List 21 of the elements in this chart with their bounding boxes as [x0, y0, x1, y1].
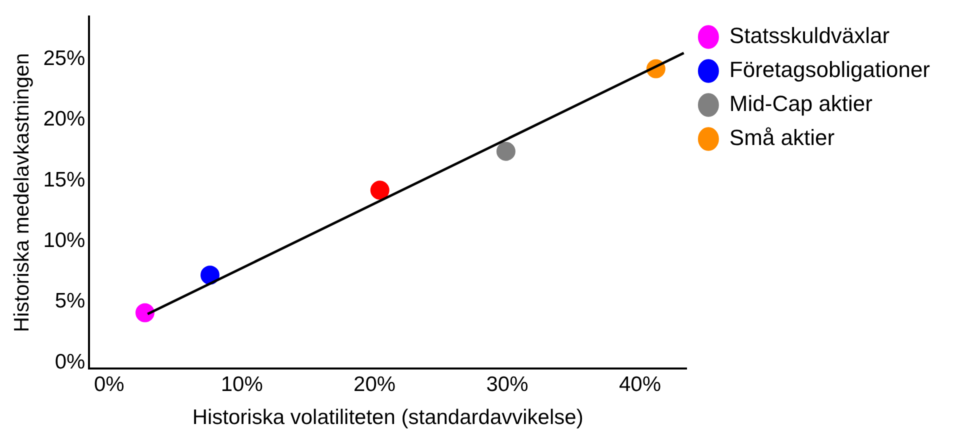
- y-tick-label: 15%: [43, 168, 86, 192]
- y-tick-label: 20%: [43, 108, 86, 131]
- point: [370, 180, 390, 200]
- y-tick-label: 5%: [54, 290, 86, 313]
- point: [496, 142, 516, 161]
- y-tick-label: 10%: [43, 228, 86, 252]
- y-tick-label: 0%: [54, 350, 86, 374]
- y-axis-title: Historiska medelavkastningen: [10, 53, 34, 332]
- x-tick-label: 0%: [94, 372, 124, 396]
- legend-label: Företagsobligationer: [729, 57, 930, 82]
- x-axis-title: Historiska volatiliteten (standardavvikelse): [192, 406, 584, 430]
- x-tick-label: 30%: [486, 372, 528, 396]
- point: [135, 303, 154, 322]
- x-tick-label: 10%: [220, 372, 263, 396]
- legend-label: Små aktier: [729, 125, 835, 150]
- legend-label: Statsskuldväxlar: [729, 23, 890, 48]
- point: [200, 266, 220, 285]
- x-tick-label: 20%: [354, 372, 396, 396]
- y-tick-label: 25%: [43, 46, 86, 70]
- x-tick-label: 40%: [618, 372, 661, 396]
- legend-label: Mid-Cap aktier: [729, 91, 872, 116]
